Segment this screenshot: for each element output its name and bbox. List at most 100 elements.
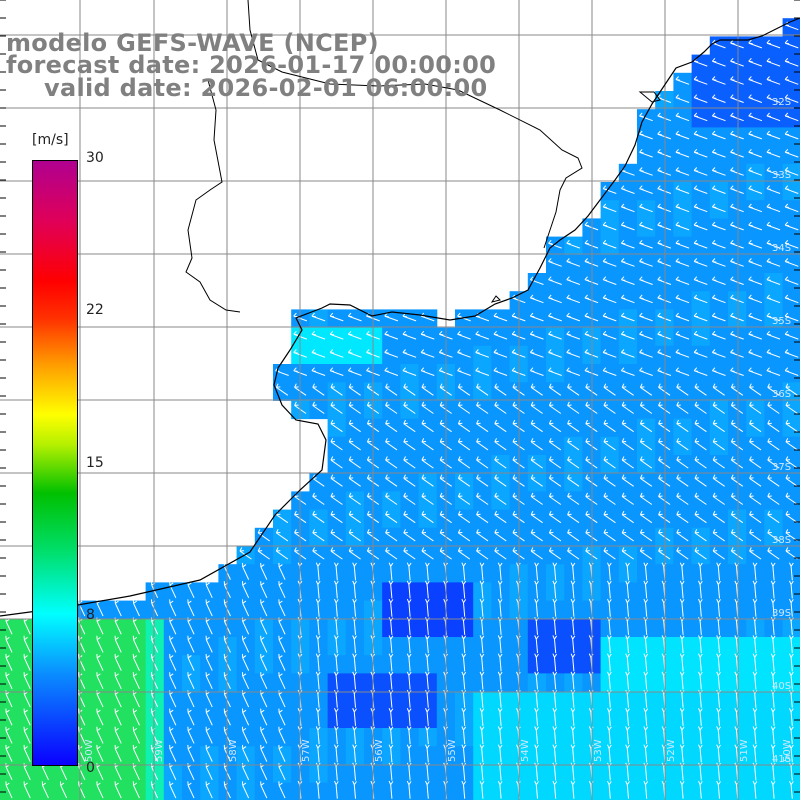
wind-arrow xyxy=(476,401,489,414)
wind-arrow xyxy=(657,276,672,285)
wind-arrow xyxy=(241,708,250,726)
wind-arrow xyxy=(385,401,398,414)
wind-arrow xyxy=(643,671,649,690)
wind-arrow xyxy=(497,671,503,690)
wind-arrow xyxy=(607,780,612,799)
model-title: modelo GEFS-WAVE (NCEP) xyxy=(6,29,379,57)
wind-arrow xyxy=(730,94,744,103)
wind-arrow xyxy=(694,438,707,451)
wind-arrow xyxy=(730,258,744,267)
wind-arrow xyxy=(789,653,794,672)
wind-arrow xyxy=(693,112,708,122)
wind-arrow xyxy=(712,474,725,487)
wind-arrow xyxy=(675,221,690,231)
wind-arrow xyxy=(620,294,635,304)
wind-arrow xyxy=(675,130,690,140)
wind-arrow xyxy=(749,401,762,414)
wind-arrow xyxy=(767,529,780,542)
wind-arrow xyxy=(712,510,725,524)
wind-arrow xyxy=(315,598,321,617)
wind-arrow xyxy=(187,599,195,617)
wind-arrow xyxy=(311,367,326,376)
wind-arrow xyxy=(260,617,268,635)
wind-arrow xyxy=(698,562,703,581)
wind-arrow xyxy=(607,635,612,654)
wind-arrow xyxy=(766,330,781,340)
wind-arrow xyxy=(711,203,726,213)
wind-arrow xyxy=(730,312,744,322)
wind-arrow xyxy=(679,671,685,690)
wind-arrow xyxy=(403,492,416,505)
wind-arrow xyxy=(784,203,799,213)
wind-arrow xyxy=(457,510,471,524)
lat-label: 40S xyxy=(772,681,791,692)
wind-arrow xyxy=(548,258,562,267)
wind-arrow xyxy=(494,510,507,524)
longitude-labels: 50W 59W 58W 57W 56W 55W 54W 53W 52W 51W 50W xyxy=(84,739,793,762)
wind-arrow xyxy=(621,438,634,451)
wind-arrow xyxy=(570,744,576,763)
wind-arrow xyxy=(711,367,726,376)
wind-arrow xyxy=(476,529,489,542)
wind-arrow xyxy=(694,529,707,542)
wind-arrow xyxy=(748,258,763,267)
wind-arrow xyxy=(716,653,721,672)
wind-arrow xyxy=(529,349,544,358)
country-border xyxy=(185,79,241,313)
wind-arrow xyxy=(534,726,539,745)
wind-arrow xyxy=(169,726,177,744)
wind-arrow xyxy=(548,456,562,469)
wind-arrow xyxy=(348,383,361,396)
wind-arrow xyxy=(789,708,794,726)
wind-arrow xyxy=(457,438,471,451)
wind-arrow xyxy=(657,130,672,140)
wind-arrow xyxy=(639,547,653,560)
wind-arrow xyxy=(385,419,398,433)
wind-arrow xyxy=(479,780,485,799)
wind-arrow xyxy=(388,580,394,599)
wind-arrow xyxy=(315,580,321,599)
wind-arrow xyxy=(552,708,558,726)
wind-arrow xyxy=(676,510,689,524)
wind-arrow xyxy=(620,349,635,358)
wind-arrow xyxy=(548,419,562,433)
wind-arrow xyxy=(403,438,416,451)
wind-arrow xyxy=(639,167,653,176)
wind-arrow xyxy=(716,708,721,726)
wind-arrow xyxy=(530,419,543,433)
lat-label: 36S xyxy=(772,389,791,400)
wind-arrow xyxy=(23,726,31,744)
wind-arrow xyxy=(278,635,286,653)
wind-arrow xyxy=(497,635,503,654)
lon-label: 52W xyxy=(666,739,677,762)
wind-arrow xyxy=(748,148,763,158)
wind-arrow xyxy=(402,330,417,340)
wind-arrow xyxy=(767,383,780,396)
wind-arrow xyxy=(275,529,289,542)
wind-arrow xyxy=(770,708,776,726)
wind-arrow xyxy=(621,456,634,469)
wind-arrow xyxy=(711,148,726,158)
wind-arrow xyxy=(402,349,417,358)
lat-label: 37S xyxy=(772,462,791,473)
wind-arrow xyxy=(712,547,725,560)
wind-arrow xyxy=(748,367,763,376)
wind-arrow xyxy=(748,76,763,85)
wind-arrow xyxy=(334,708,339,726)
wind-arrow xyxy=(425,635,430,654)
lat-label: 39S xyxy=(772,608,791,619)
lon-label: 56W xyxy=(374,739,385,762)
wind-arrow xyxy=(602,185,617,194)
wind-arrow xyxy=(676,456,689,469)
wind-arrow xyxy=(643,708,649,726)
lon-label: 54W xyxy=(520,739,531,762)
wind-arrow xyxy=(676,529,689,542)
wind-arrow xyxy=(421,510,434,524)
wind-arrow xyxy=(698,671,703,690)
wind-arrow xyxy=(421,474,434,487)
wind-arrow xyxy=(479,653,485,672)
wind-arrow xyxy=(749,438,762,451)
wind-arrow xyxy=(770,562,776,581)
wind-arrow xyxy=(530,492,543,505)
wind-arrow xyxy=(315,780,321,799)
